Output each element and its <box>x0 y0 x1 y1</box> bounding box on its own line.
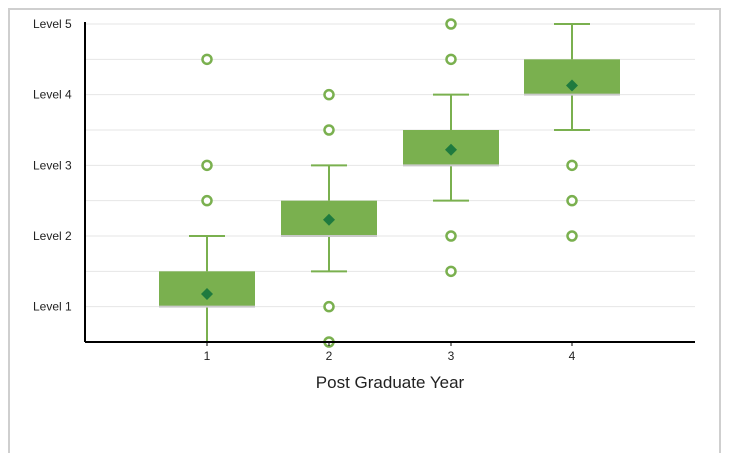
outlier-point <box>323 88 335 101</box>
outlier-point <box>201 53 213 66</box>
y-tick-label: Level 5 <box>33 17 72 31</box>
mean-marker <box>445 143 457 156</box>
y-tick-label: Level 1 <box>33 300 72 314</box>
outlier-point <box>445 18 457 30</box>
outlier-point <box>445 230 457 242</box>
outlier-point <box>566 159 578 172</box>
mean-marker <box>566 79 578 92</box>
box-4 <box>524 23 620 242</box>
box-3 <box>403 18 499 278</box>
y-tick-labels: Level 1 Level 2 Level 3 Level 4 Level 5 <box>33 17 72 314</box>
x-tick-labels: 1 2 3 4 <box>204 349 576 363</box>
outlier-point <box>323 124 335 136</box>
outlier-point <box>445 265 457 278</box>
x-tick-label: 3 <box>448 349 455 363</box>
outlier-point <box>201 194 213 207</box>
x-tick-label: 2 <box>326 349 333 363</box>
x-axis-title: Post Graduate Year <box>316 373 465 392</box>
box-plot-chart: Level 1 Level 2 Level 3 Level 4 Level 5 1 2 3 4… <box>33 17 695 392</box>
box-1 <box>159 53 255 342</box>
box-2 <box>281 88 377 348</box>
mean-marker <box>323 213 335 226</box>
box-series <box>159 18 620 348</box>
axes <box>84 22 695 346</box>
y-tick-label: Level 2 <box>33 229 72 243</box>
outlier-point <box>566 230 578 242</box>
outlier-point <box>566 194 578 207</box>
mean-marker <box>201 287 213 300</box>
outlier-point <box>445 53 457 66</box>
x-tick-label: 1 <box>204 349 211 363</box>
chart-frame: Level 1 Level 2 Level 3 Level 4 Level 5 1 2 3 4… <box>8 8 721 453</box>
y-tick-label: Level 4 <box>33 88 72 102</box>
y-tick-label: Level 3 <box>33 158 72 172</box>
x-tick-label: 4 <box>569 349 576 363</box>
outlier-point <box>323 300 335 313</box>
outlier-point <box>201 159 213 172</box>
